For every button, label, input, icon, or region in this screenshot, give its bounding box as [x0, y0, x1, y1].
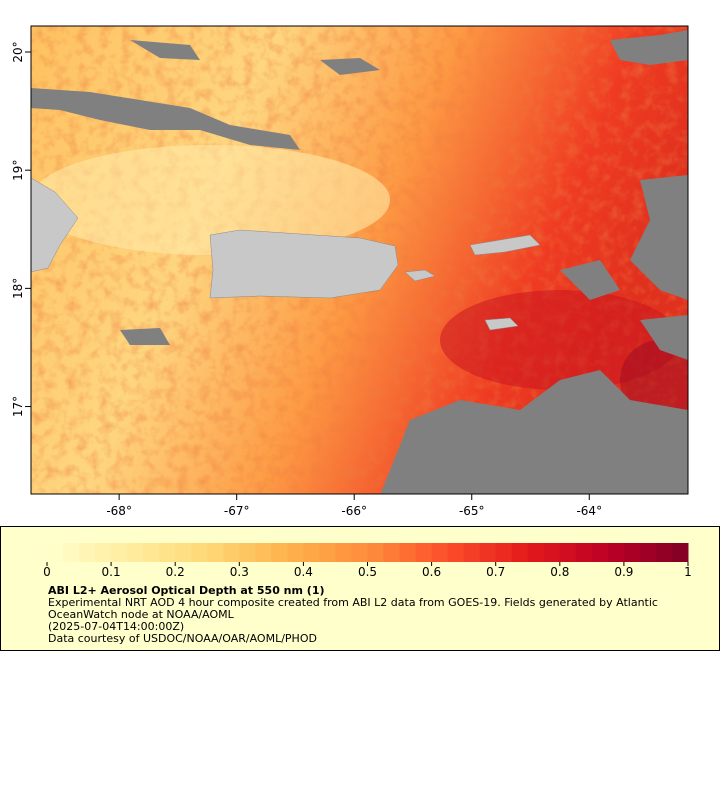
colorbar-swatch — [127, 543, 144, 562]
colorbar-tick-label: 0.3 — [230, 565, 249, 579]
colorbar-swatch — [335, 543, 352, 562]
colorbar-tick-label: 0.8 — [550, 565, 569, 579]
x-tick-label: -66° — [341, 504, 367, 518]
x-tick-label: -67° — [224, 504, 250, 518]
colorbar-swatch — [655, 543, 673, 562]
colorbar-swatch — [575, 543, 593, 562]
high-aod-region — [620, 340, 688, 420]
colorbar-swatch — [671, 543, 689, 562]
legend-title: ABI L2+ Aerosol Optical Depth at 550 nm … — [48, 584, 325, 597]
colorbar-swatch — [271, 543, 288, 562]
y-tick-label: 17° — [11, 396, 25, 417]
colorbar-swatch — [447, 543, 465, 562]
colorbar-swatch — [191, 543, 208, 562]
legend-line: (2025-07-04T14:00:00Z) — [48, 620, 184, 633]
colorbar-swatch — [367, 543, 385, 562]
colorbar-swatch — [543, 543, 561, 562]
colorbar-swatch — [239, 543, 256, 562]
colorbar-swatch — [175, 543, 192, 562]
colorbar-swatch — [623, 543, 641, 562]
colorbar-swatch — [415, 543, 433, 562]
x-tick-label: -68° — [106, 504, 132, 518]
colorbar-tick-label: 0.5 — [358, 565, 377, 579]
land — [31, 177, 541, 331]
colorbar-swatch — [223, 543, 240, 562]
colorbar-swatch — [95, 543, 112, 562]
colorbar-swatch — [559, 543, 577, 562]
colorbar-swatch — [303, 543, 320, 562]
map-frame — [30, 25, 689, 495]
colorbar-swatch — [287, 543, 304, 562]
legend-line: Data courtesy of USDOC/NOAA/OAR/AOML/PHO… — [48, 632, 317, 645]
y-tick-label: 20° — [11, 41, 25, 62]
colorbar-swatch — [79, 543, 96, 562]
colorbar-swatch — [319, 543, 336, 562]
colorbar-tick-label: 0.1 — [102, 565, 121, 579]
colorbar-swatch — [431, 543, 449, 562]
x-tick-label: -65° — [459, 504, 485, 518]
colorbar-swatch — [143, 543, 160, 562]
colorbar-tick-label: 0 — [43, 565, 51, 579]
y-tick-label: 18° — [11, 278, 25, 299]
colorbar-tick-label: 0.7 — [486, 565, 505, 579]
colorbar-swatch — [591, 543, 609, 562]
legend-line: Experimental NRT AOD 4 hour composite cr… — [48, 596, 658, 609]
colorbar-swatch — [111, 543, 128, 562]
colorbar-swatch — [495, 543, 513, 562]
colorbar-tick-label: 0.2 — [166, 565, 185, 579]
colorbar-swatch — [63, 543, 80, 562]
high-aod-region — [440, 290, 680, 390]
colorbar-swatch — [511, 543, 529, 562]
colorbar-tick-label: 0.9 — [614, 565, 633, 579]
aod-field — [31, 26, 688, 494]
colorbar-swatch — [399, 543, 417, 562]
colorbar-swatch — [255, 543, 272, 562]
colorbar: 0 0.1 0.2 0.3 0.4 0.5 0.6 0.7 0.8 0.9 1 — [43, 543, 692, 579]
low-aod-region — [31, 145, 390, 255]
colorbar-swatch — [47, 543, 64, 562]
x-tick-label: -64° — [576, 504, 602, 518]
colorbar-swatch — [383, 543, 401, 562]
colorbar-tick-label: 0.6 — [422, 565, 441, 579]
colorbar-swatch — [639, 543, 657, 562]
colorbar-swatch — [159, 543, 176, 562]
colorbar-swatch — [351, 543, 368, 562]
cloud-mask — [31, 30, 688, 494]
colorbar-swatch — [607, 543, 625, 562]
axes: -68° -67° -66° -65° -64° 17° 18° 19° 20° — [11, 41, 602, 518]
colorbar-tick-label: 1 — [684, 565, 692, 579]
legend-line: OceanWatch node at NOAA/AOML — [48, 608, 235, 621]
colorbar-swatch — [527, 543, 545, 562]
colorbar-tick-label: 0.4 — [294, 565, 313, 579]
y-tick-label: 19° — [11, 160, 25, 181]
colorbar-swatch — [463, 543, 481, 562]
colorbar-swatch — [479, 543, 497, 562]
colorbar-swatch — [207, 543, 224, 562]
